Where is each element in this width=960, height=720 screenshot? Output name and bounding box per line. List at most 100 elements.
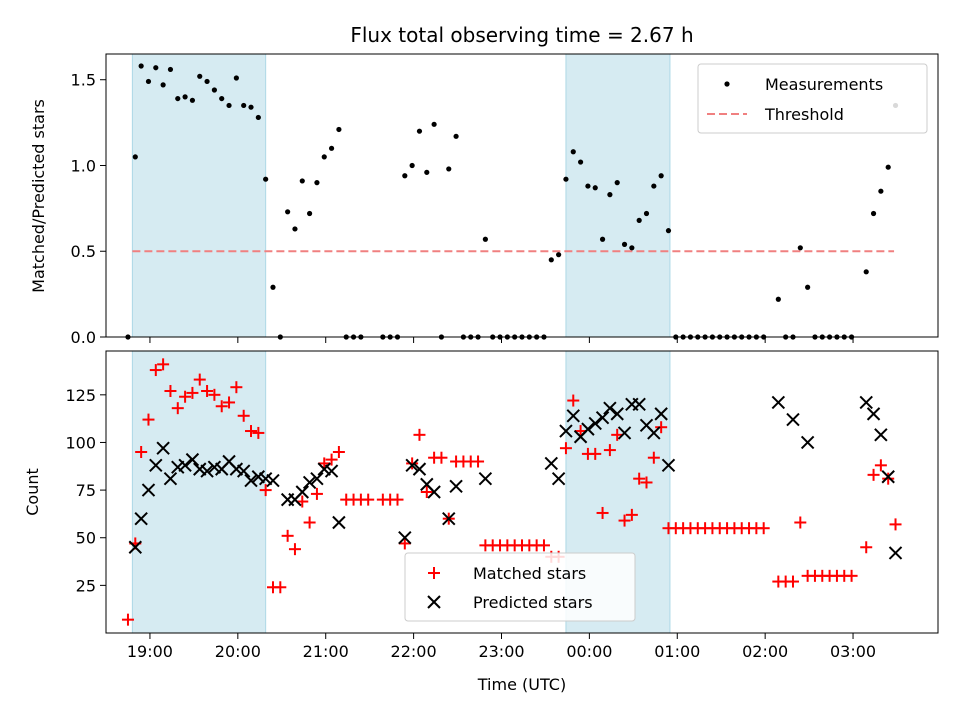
measurement-point [592,185,598,191]
matched-star-point [867,468,880,481]
measurement-point [570,149,576,155]
predicted-star-point [266,473,280,488]
measurement-point [292,226,298,232]
measurement-point [328,145,335,151]
predicted-star-point [800,435,815,450]
measurement-point [197,73,203,79]
matched-star-point [603,444,616,457]
bottom-panel: 25 50 75 100 125 19:00 20:00 21:00 22:00 23:00 00… [23,350,939,694]
matched-star-point [413,428,426,441]
bottom-shaded-regions [131,350,671,634]
x-tick-label: 20:00 [215,642,261,661]
predicted-star-point [427,485,441,499]
matched-star-point [245,425,258,438]
measurement-point [885,164,891,170]
predicted-star-point [244,473,258,488]
measurement-point [255,114,261,121]
count-points [121,358,903,626]
predicted-star-point [610,407,624,421]
predicted-star-point [149,458,163,473]
measurement-point [416,128,423,134]
matched-star-point [757,522,770,535]
predicted-star-point [559,424,573,438]
matched-star-point [537,539,550,552]
measurement-point [651,183,657,189]
matched-star-point [633,472,646,485]
x-tick-label: 21:00 [303,642,349,661]
x-tick-label: 01:00 [654,642,700,661]
x-tick-label: 00:00 [566,642,612,661]
measurement-point [153,65,159,71]
matched-star-point [647,451,660,464]
measurement-point [548,257,554,263]
predicted-star-point [617,426,632,440]
top-legend: Measurements Threshold [697,63,928,134]
measurement-point [643,210,650,217]
predicted-star-point [866,407,881,421]
shaded-region [131,53,267,338]
matched-star-point [472,455,485,468]
matched-star-point [786,575,799,588]
matched-star-point [398,537,411,550]
matched-star-point [281,529,294,542]
matched-star-point [845,569,858,582]
matched-star-point [193,373,206,386]
measurement-point [482,236,488,242]
matched-star-point [611,428,624,441]
matched-star-point [589,447,602,460]
predicted-star-point [551,471,566,486]
bottom-legend-box [404,552,636,622]
measurement-point [270,284,276,290]
measurement-point [614,180,620,186]
y-tick-label: 0.0 [71,328,96,347]
predicted-star-point [478,471,493,486]
measurement-point [797,245,803,251]
matched-star-point [655,421,668,434]
shaded-region [565,53,671,338]
measurement-point [665,228,672,234]
measurement-point [878,188,884,194]
measurement-point [285,209,291,215]
matched-star-point [882,472,895,485]
predicted-star-point [566,409,580,423]
matched-star-point [142,413,155,426]
predicted-star-point [398,531,412,545]
predicted-star-point [654,407,668,421]
matched-star-point [574,425,587,438]
matched-star-point [310,487,323,500]
bottom-x-ticks: 19:00 20:00 21:00 22:00 23:00 00:00 01:00 02:00… [127,633,876,661]
x-tick-label: 19:00 [127,642,173,661]
measurement-point [629,245,635,251]
matched-star-point [171,402,184,415]
predicted-star-point [302,475,317,490]
chart-title: Flux total observing time = 2.67 h [350,23,693,47]
matched-star-point [208,388,221,401]
matched-star-point [149,364,162,377]
predicted-star-point [581,422,595,436]
matched-star-point [406,457,419,470]
predicted-star-point [661,458,676,473]
measurement-point [145,78,152,85]
predicted-star-point [324,464,339,478]
predicted-star-point [874,428,888,442]
matched-star-point [318,457,331,470]
predicted-star-point [412,462,427,476]
measurement-point [870,210,877,217]
measurement-point [563,176,569,182]
y-tick-label: 100 [65,433,96,452]
measurement-point [307,210,313,217]
measurement-point [167,66,174,73]
legend-measurements-label: Measurements [765,75,883,94]
matched-star-point [435,451,448,464]
predicted-star-point [310,471,324,486]
matched-star-point [121,613,134,626]
matched-star-point [559,442,572,455]
matched-star-point [230,381,243,394]
predicted-star-point [859,395,873,410]
predicted-star-point [156,441,170,455]
matched-star-point [186,386,199,399]
legend-threshold-label: Threshold [764,105,844,124]
bottom-y-ticks: 25 50 75 100 125 [65,386,106,595]
measurement-point [211,87,217,93]
